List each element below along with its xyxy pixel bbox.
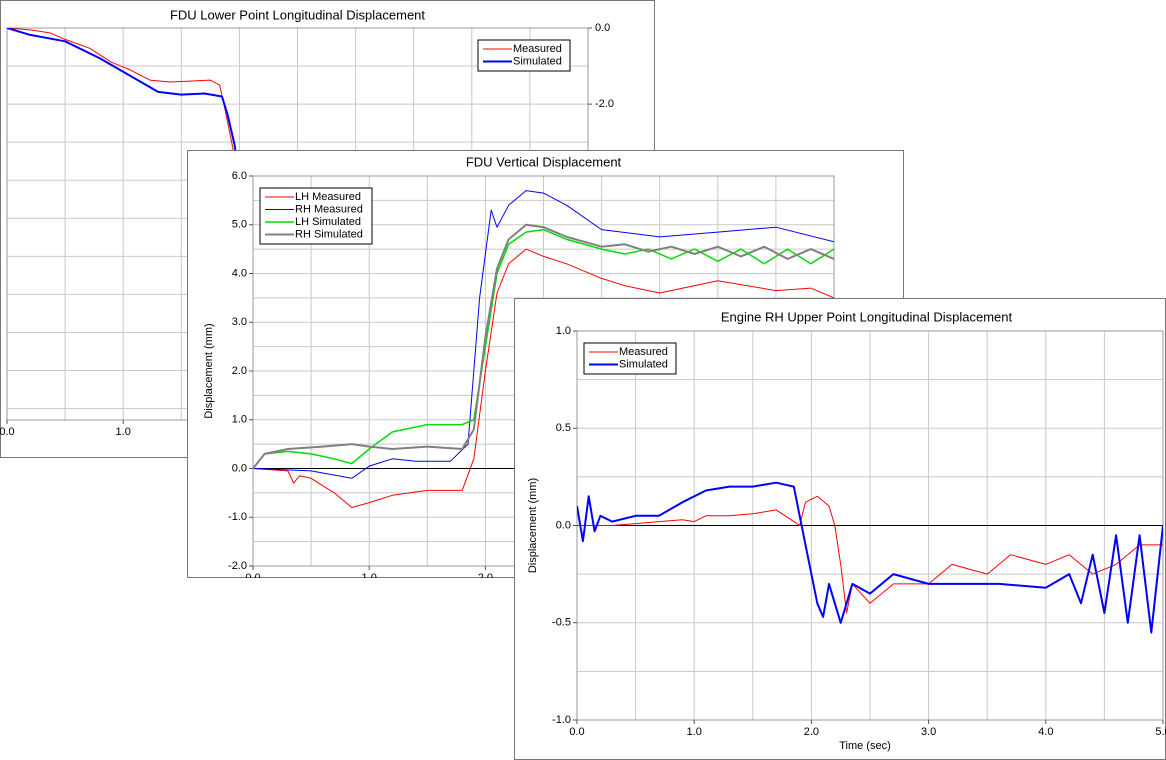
y-tick-label: 0.0 — [232, 462, 247, 474]
x-tick-label: 0.0 — [245, 572, 260, 578]
data-line — [253, 228, 834, 469]
legend-label: Simulated — [513, 55, 562, 67]
plot-lines — [577, 481, 1163, 634]
data-line — [7, 28, 241, 181]
chart-title: FDU Vertical Displacement — [466, 154, 622, 169]
y-tick-label: 0.0 — [556, 519, 571, 531]
x-tick-label: 0.0 — [0, 426, 15, 438]
legend-label: LH Simulated — [295, 216, 361, 228]
y-tick-label: -2.0 — [228, 560, 247, 572]
y-tick-label: 1.0 — [556, 325, 571, 337]
y-tick-label: 3.0 — [232, 316, 247, 328]
data-line — [577, 481, 1163, 634]
legend-label: Simulated — [619, 358, 668, 370]
y-tick-label: 0.0 — [595, 22, 610, 34]
legend-box — [477, 39, 571, 72]
y-tick-label: 6.0 — [232, 170, 247, 182]
y-tick-label: 2.0 — [232, 365, 247, 377]
legend-label: LH Measured — [295, 191, 361, 203]
y-tick-label: -1.0 — [552, 714, 571, 726]
y-tick-label: -0.5 — [552, 617, 571, 629]
panel-border — [514, 298, 1166, 760]
chart-panel: Engine RH Upper Point Longitudinal Displ… — [514, 298, 1166, 760]
plot-lines — [7, 28, 241, 181]
chart-title: FDU Lower Point Longitudinal Displacemen… — [170, 7, 425, 22]
x-tick-label: 4.0 — [1038, 726, 1053, 738]
y-tick-label: 0.5 — [556, 422, 571, 434]
data-line — [253, 248, 834, 508]
legend-label: RH Measured — [295, 203, 363, 215]
x-tick-label: 1.0 — [116, 426, 131, 438]
x-tick-label: 1.0 — [687, 726, 702, 738]
data-line — [577, 495, 1163, 614]
legend-label: RH Simulated — [295, 228, 363, 240]
y-tick-label: 1.0 — [232, 414, 247, 426]
legend-box — [583, 342, 677, 375]
x-tick-label: 1.0 — [362, 572, 377, 578]
y-axis-label: Displacement (mm) — [203, 323, 215, 418]
legend-label: Measured — [619, 346, 668, 358]
x-tick-label: 5.0 — [1155, 726, 1166, 738]
y-tick-label: 5.0 — [232, 219, 247, 231]
x-axis-label: Time (sec) — [839, 740, 891, 752]
data-line — [253, 223, 834, 470]
legend-label: Measured — [513, 43, 562, 55]
data-line — [253, 190, 834, 479]
y-tick-label: -2.0 — [595, 98, 614, 110]
x-tick-label: 0.0 — [569, 726, 584, 738]
y-tick-label: 4.0 — [232, 267, 247, 279]
plot-lines — [253, 190, 834, 508]
x-tick-label: 2.0 — [478, 572, 493, 578]
x-tick-label: 3.0 — [921, 726, 936, 738]
y-tick-label: -1.0 — [228, 511, 247, 523]
chart-title: Engine RH Upper Point Longitudinal Displ… — [721, 309, 1013, 324]
y-axis-label: Displacement (mm) — [527, 478, 539, 573]
x-tick-label: 2.0 — [804, 726, 819, 738]
